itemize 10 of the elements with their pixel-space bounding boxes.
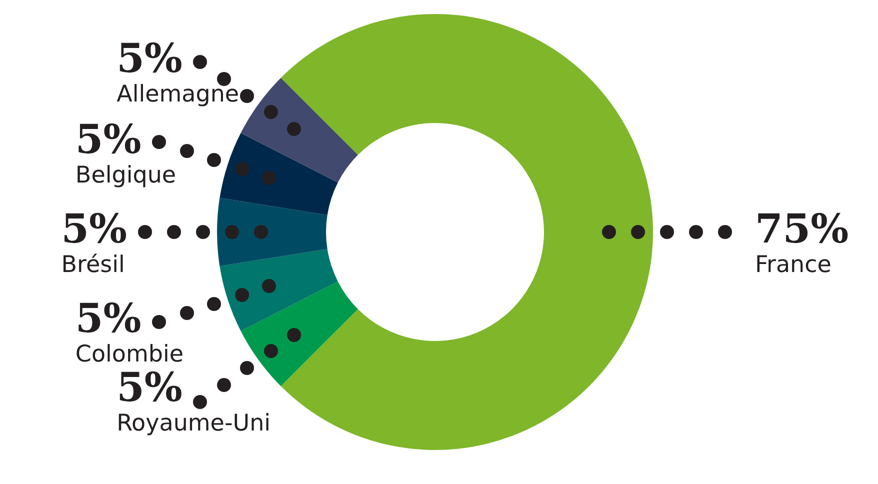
slice-label: Brésil: [61, 252, 125, 278]
data-label: 5%: [61, 205, 128, 252]
data-label: 75%: [754, 205, 849, 252]
slice-label: France: [754, 252, 832, 278]
data-label: 5%: [75, 294, 142, 342]
slice-label: Belgique: [75, 162, 176, 188]
data-label: 5%: [116, 34, 182, 82]
data-label: 5%: [75, 116, 142, 163]
slice-label: Royaume-Uni: [116, 410, 271, 436]
slice-label: Allemagne: [116, 82, 240, 108]
